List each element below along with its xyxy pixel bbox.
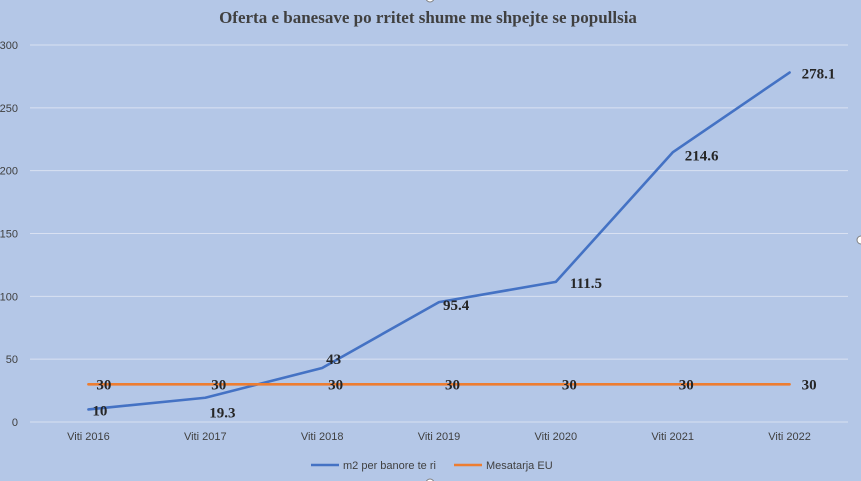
y-tick-label: 0 [12, 417, 18, 429]
data-label: 30 [562, 377, 577, 393]
data-label: 214.6 [685, 148, 719, 164]
data-label: 30 [679, 377, 694, 393]
data-label: 95.4 [443, 298, 470, 314]
x-tick-label: Viti 2021 [651, 431, 694, 443]
data-label: 19.3 [209, 406, 235, 422]
y-tick-label: 300 [0, 40, 18, 52]
x-axis: Viti 2016 Viti 2017 Viti 2018 Viti 2019 Viti… [67, 431, 811, 443]
x-tick-label: Viti 2020 [535, 431, 578, 443]
x-tick-label: Viti 2017 [184, 431, 227, 443]
data-label: 43 [326, 352, 341, 368]
data-label: 111.5 [570, 276, 602, 292]
legend-entry: m2 per banore te ri [343, 460, 436, 472]
chart-title: Oferta e banesave po rritet shume me shp… [219, 8, 637, 27]
data-label: 30 [211, 377, 226, 393]
resize-handle-right[interactable] [856, 235, 861, 245]
data-label: 30 [802, 377, 817, 393]
data-label: 30 [96, 377, 111, 393]
gridlines [30, 44, 848, 423]
y-tick-label: 100 [0, 291, 18, 303]
data-label: 30 [445, 377, 460, 393]
selection-handles[interactable] [425, 0, 861, 481]
x-tick-label: Viti 2018 [301, 431, 344, 443]
y-tick-label: 50 [6, 354, 18, 366]
y-tick-label: 200 [0, 166, 18, 178]
data-label: 30 [328, 377, 343, 393]
data-labels: 10 19.3 43 95.4 111.5 214.6 278.1 30 30 30 30 30 30 3… [92, 67, 835, 422]
y-tick-label: 150 [0, 229, 18, 241]
legend: m2 per banore te ri Mesatarja EU [311, 460, 553, 472]
y-tick-label: 250 [0, 103, 18, 115]
resize-handle-top[interactable] [425, 0, 435, 3]
data-label: 10 [92, 403, 107, 419]
x-tick-label: Viti 2019 [418, 431, 461, 443]
legend-entry: Mesatarja EU [486, 460, 553, 472]
series-lines [87, 71, 791, 411]
x-tick-label: Viti 2022 [768, 431, 811, 443]
data-label: 278.1 [802, 67, 836, 83]
y-axis: 0 50 100 150 200 250 300 [0, 40, 18, 429]
x-tick-label: Viti 2016 [67, 431, 110, 443]
